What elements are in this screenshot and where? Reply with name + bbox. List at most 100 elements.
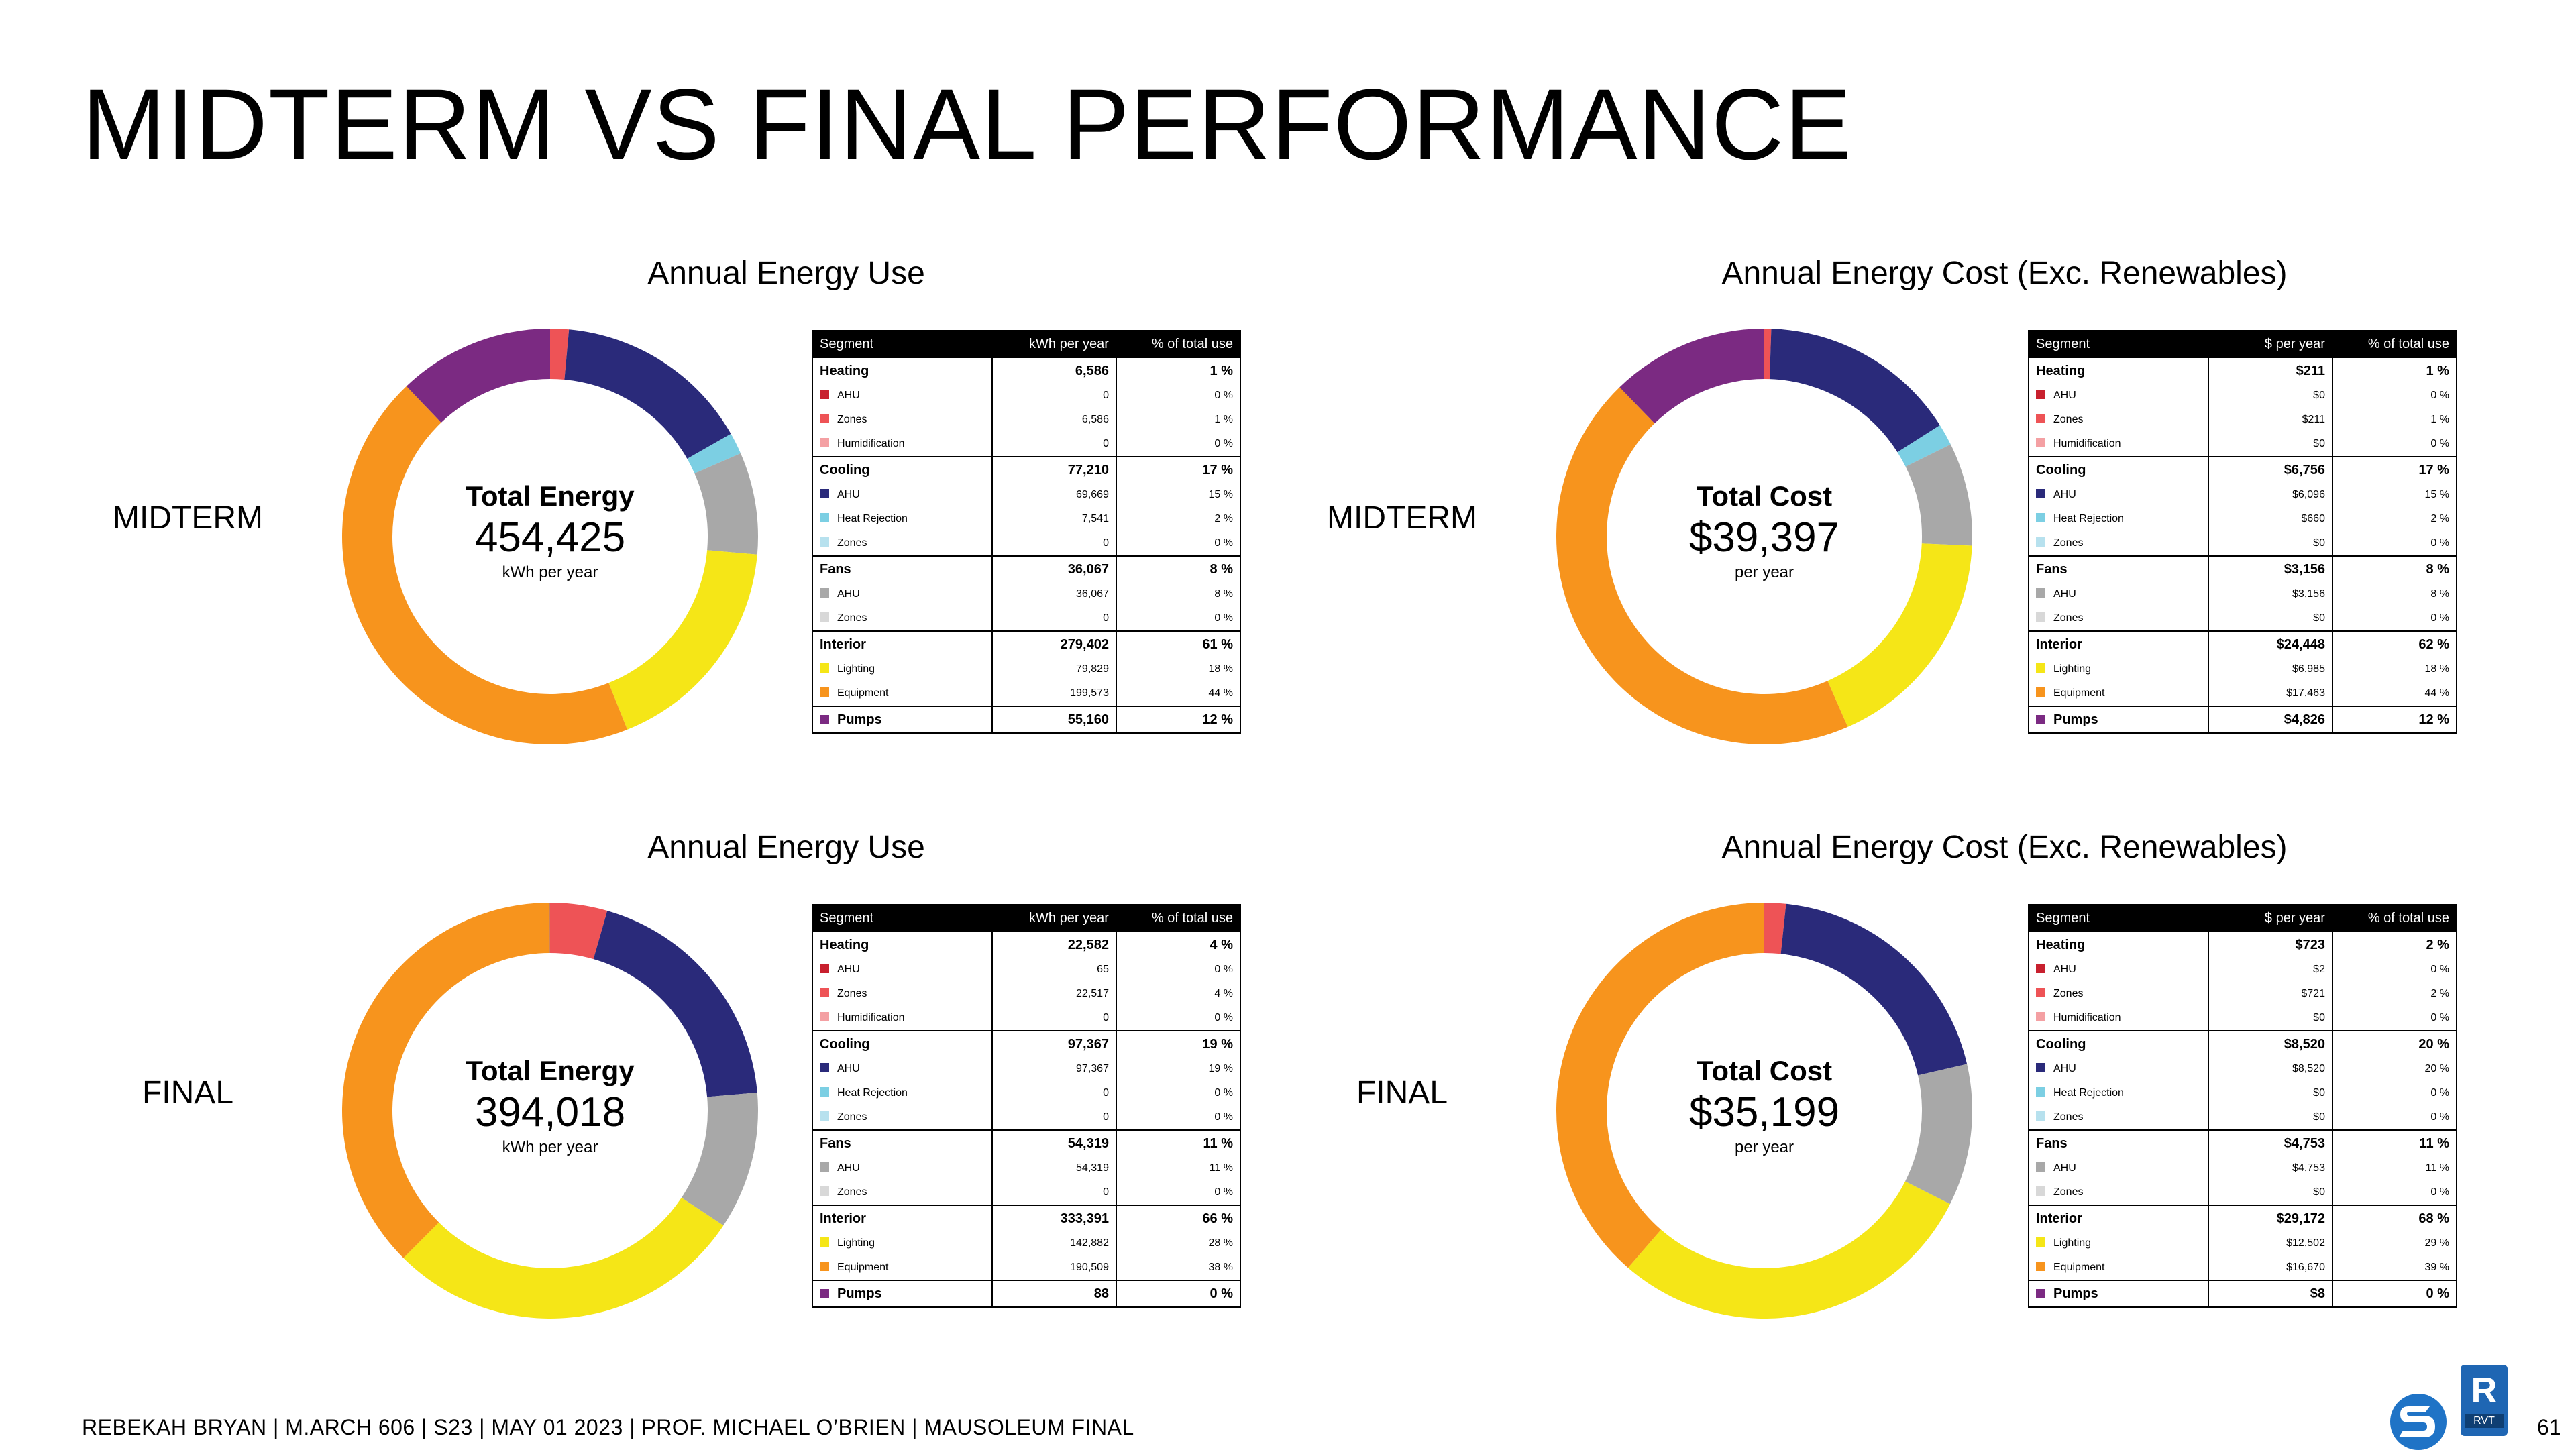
legend-swatch [820,1111,829,1121]
center-value: $39,397 [1630,513,1898,563]
segment-label: Humidification [2053,438,2121,449]
donut-slice-cooling-ahu [1770,329,1940,452]
segment-label: Interior [2036,1211,2082,1226]
segment-cell: AHU [812,1156,992,1180]
segment-label: AHU [837,588,860,600]
legend-swatch [2036,715,2045,724]
row-label: FINAL [87,1074,288,1112]
legend-swatch [820,964,829,973]
percent-cell: 18 % [2332,657,2457,681]
segment-label: Humidification [2053,1012,2121,1023]
percent-cell: 11 % [1116,1130,1240,1156]
value-cell: $211 [2208,408,2332,432]
value-cell: $0 [2208,1006,2332,1031]
segment-cell: Heat Rejection [2029,1081,2208,1105]
percent-cell: 0 % [2332,1280,2457,1307]
percent-cell: 8 % [1116,582,1240,606]
value-cell: $0 [2208,432,2332,457]
segment-cell: Equipment [812,1255,992,1280]
segment-label: Fans [2036,1136,2068,1151]
center-unit: kWh per year [416,1137,684,1158]
percent-cell: 19 % [1116,1057,1240,1081]
donut-slice-pumps [1619,329,1764,423]
percent-cell: 0 % [1116,958,1240,982]
value-cell: 77,210 [992,457,1116,483]
percent-cell: 0 % [2332,384,2457,408]
segment-label: Interior [820,637,866,652]
legend-swatch [2036,489,2045,498]
value-cell: 65 [992,958,1116,982]
segment-cell: Zones [812,606,992,631]
segment-cell: AHU [2029,582,2208,606]
segment-label: Zones [2053,988,2083,999]
percent-cell: 11 % [2332,1156,2457,1180]
value-cell: 0 [992,1006,1116,1031]
segment-cell: Humidification [812,432,992,457]
percent-cell: 29 % [2332,1231,2457,1255]
segment-label: Pumps [2053,712,2098,727]
donut-center: Total Cost $35,199 per year [1630,1054,1898,1158]
row-label: FINAL [1301,1074,1503,1112]
chart-title: Annual Energy Use [451,829,1122,867]
percent-cell: 12 % [2332,706,2457,733]
value-cell: 6,586 [992,408,1116,432]
percent-cell: 0 % [2332,531,2457,556]
legend-swatch [820,988,829,997]
segment-label: Zones [837,537,867,549]
legend-swatch [2036,964,2045,973]
percent-cell: 11 % [1116,1156,1240,1180]
donut-slice-pumps [407,329,550,423]
segment-cell: Equipment [2029,681,2208,706]
segment-cell: Interior [2029,1205,2208,1231]
table-header: % of total use [1116,905,1240,932]
percent-cell: 66 % [1116,1205,1240,1231]
legend-swatch [820,1262,829,1271]
value-cell: $29,172 [2208,1205,2332,1231]
segment-cell: Zones [2029,606,2208,631]
revit-logo-caption: RVT [2465,1414,2504,1428]
segment-cell: Pumps [2029,706,2208,733]
donut-slice-fans-ahu [1905,1064,1972,1205]
segment-cell: Interior [812,631,992,657]
segment-label: AHU [837,1162,860,1174]
value-cell: $0 [2208,1081,2332,1105]
percent-cell: 2 % [2332,982,2457,1006]
legend-swatch [2036,1262,2045,1271]
segment-label: Fans [820,562,851,577]
value-cell: 0 [992,432,1116,457]
segment-label: AHU [2053,390,2076,401]
segment-cell: Zones [812,1105,992,1130]
percent-cell: 4 % [1116,932,1240,958]
value-cell: $723 [2208,932,2332,958]
legend-swatch [2036,1012,2045,1021]
percent-cell: 28 % [1116,1231,1240,1255]
value-cell: 333,391 [992,1205,1116,1231]
segment-label: AHU [837,1063,860,1074]
percent-cell: 0 % [1116,531,1240,556]
percent-cell: 44 % [1116,681,1240,706]
segment-label: AHU [2053,588,2076,600]
legend-swatch [820,1063,829,1072]
value-cell: $24,448 [2208,631,2332,657]
value-cell: 6,586 [992,357,1116,384]
value-cell: 69,669 [992,483,1116,507]
legend-swatch [2036,414,2045,423]
legend-swatch [2036,663,2045,673]
table-header: Segment [2029,905,2208,932]
value-cell: $12,502 [2208,1231,2332,1255]
segment-cell: Cooling [812,457,992,483]
value-cell: 279,402 [992,631,1116,657]
value-cell: 0 [992,1105,1116,1130]
segment-cell: AHU [2029,958,2208,982]
